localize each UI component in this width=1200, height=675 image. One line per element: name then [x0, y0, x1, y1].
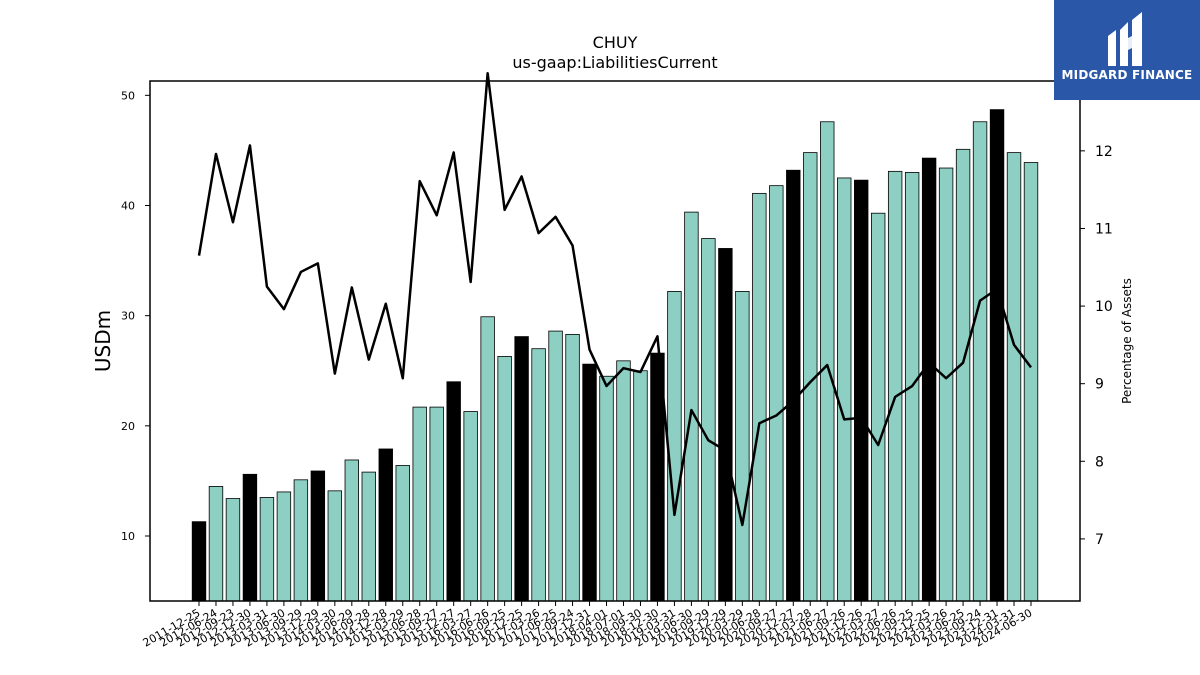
y-tick-label: 40: [121, 199, 135, 212]
bar: [344, 459, 359, 602]
bar-series: [191, 109, 1039, 602]
plot-frame: [149, 80, 1081, 602]
y2-axis-label: Percentage of Assets: [1120, 278, 1134, 404]
y2-tick-label: 12: [1095, 144, 1113, 160]
y2-tick-label: 8: [1095, 454, 1104, 470]
bar: [191, 521, 207, 602]
bar: [242, 473, 258, 602]
brand-name: MIDGARD FINANCE: [1061, 68, 1193, 82]
bar: [955, 148, 971, 602]
bar: [412, 406, 427, 602]
bar: [684, 211, 699, 602]
bar: [497, 356, 512, 602]
bar: [327, 490, 343, 602]
bar: [972, 121, 988, 602]
y-tick-label: 20: [121, 420, 135, 433]
brand-logo: MIDGARD FINANCE: [1054, 0, 1200, 100]
bar: [361, 471, 376, 602]
bar: [310, 470, 326, 602]
y-axis-label: USDm: [91, 310, 115, 372]
bar: [463, 411, 478, 602]
y2-tick-label: 10: [1095, 299, 1113, 315]
bar: [1006, 152, 1022, 602]
bar: [1023, 162, 1039, 602]
bar: [769, 185, 784, 602]
bar: [599, 375, 614, 602]
right-axis-ticks: 7 8 9 10 11 12: [1080, 144, 1113, 548]
y2-tick-label: 11: [1095, 221, 1113, 237]
bar: [921, 157, 937, 602]
bar: [938, 167, 954, 602]
y2-tick-label: 7: [1095, 532, 1104, 548]
bar: [480, 316, 495, 602]
bar: [854, 179, 869, 602]
bar: [378, 448, 393, 602]
bar: [989, 109, 1005, 602]
bar: [752, 192, 767, 602]
bar: [429, 406, 444, 602]
bar: [633, 370, 648, 602]
chart-subtitle: us-gaap:LiabilitiesCurrent: [512, 53, 717, 72]
y2-tick-label: 9: [1095, 377, 1104, 393]
chart-title: CHUY: [593, 33, 638, 52]
bar: [225, 498, 241, 602]
bar: [870, 212, 886, 602]
bar: [446, 381, 461, 602]
bar: [208, 486, 224, 602]
bar: [735, 291, 750, 602]
x-axis-ticks: 2011-12-252012-06-242012-09-232012-12-30…: [141, 601, 1035, 650]
midgard-logo-icon: [1108, 12, 1142, 66]
bar: [701, 238, 716, 602]
bar: [820, 121, 835, 602]
bar: [395, 465, 410, 602]
bar: [565, 333, 580, 602]
bar: [514, 336, 529, 602]
percentage-line-series: [197, 71, 1032, 527]
percentage-line: [197, 71, 1032, 527]
bar: [259, 497, 275, 602]
y-tick-label: 10: [121, 530, 135, 543]
bar: [887, 170, 903, 602]
bar: [837, 177, 852, 602]
bar: [667, 291, 682, 602]
bar: [786, 169, 801, 602]
bar: [531, 348, 546, 602]
bar: [548, 330, 563, 602]
y-tick-label: 50: [121, 89, 135, 102]
bar: [718, 248, 733, 602]
y-tick-label: 30: [121, 310, 135, 323]
bar: [616, 360, 631, 602]
bar: [276, 491, 292, 602]
left-axis-ticks: 10 20 30 40 50: [121, 89, 150, 543]
bar: [293, 479, 309, 602]
bar: [582, 363, 597, 602]
